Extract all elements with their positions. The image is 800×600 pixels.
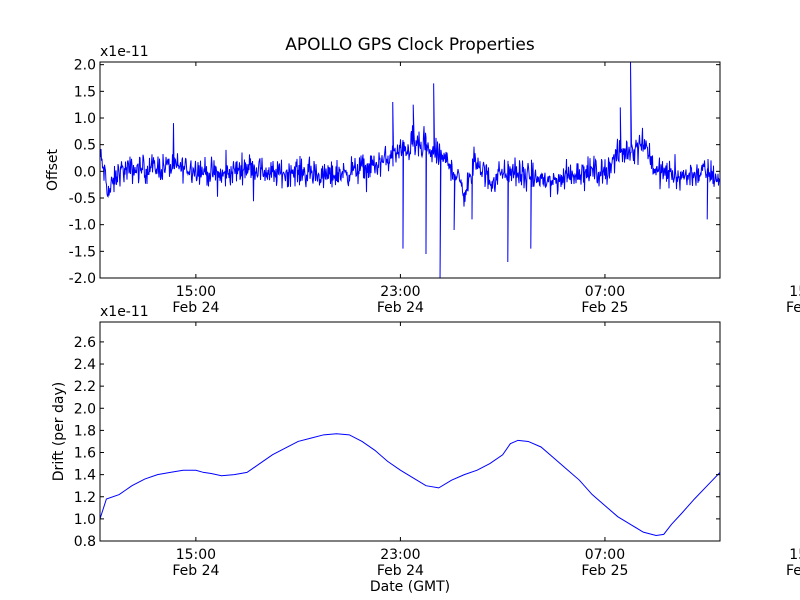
y-tick-label: 1.6 xyxy=(74,446,96,462)
axis-offset-text: x1e-11 xyxy=(100,304,149,320)
x-tick-date-label: Feb 25 xyxy=(786,300,800,316)
offset-panel: -2.0-1.5-1.0-0.50.00.51.01.52.015:00Feb … xyxy=(45,44,800,316)
x-tick-time-label: 15:00 xyxy=(176,284,216,300)
x-tick-date-label: Feb 25 xyxy=(581,563,628,579)
axes-frame xyxy=(99,321,721,542)
x-tick-time-label: 07:00 xyxy=(585,547,625,563)
y-tick-label: -1.0 xyxy=(69,218,96,234)
y-axis-label: Drift (per day) xyxy=(51,382,67,481)
y-tick-label: 1.0 xyxy=(74,512,96,528)
x-tick-date-label: Feb 24 xyxy=(377,563,424,579)
y-tick-label: -1.5 xyxy=(69,244,96,260)
chart-title: APOLLO GPS Clock Properties xyxy=(285,35,535,55)
y-tick-label: -0.5 xyxy=(69,191,96,207)
offset-series-line xyxy=(100,62,720,278)
y-tick-label: 1.4 xyxy=(74,468,96,484)
y-tick-label: 2.4 xyxy=(74,357,96,373)
y-tick-label: 2.6 xyxy=(74,335,96,351)
x-tick-date-label: Feb 24 xyxy=(172,300,219,316)
y-axis-label: Offset xyxy=(45,148,61,191)
y-tick-label: 2.2 xyxy=(74,379,96,395)
y-tick-label: 2.0 xyxy=(74,401,96,417)
x-tick-date-label: Feb 25 xyxy=(786,563,800,579)
y-tick-label: 1.8 xyxy=(74,423,96,439)
x-tick-time-label: 23:00 xyxy=(380,547,420,563)
y-tick-label: 1.5 xyxy=(74,84,96,100)
x-tick-date-label: Feb 24 xyxy=(172,563,219,579)
x-tick-date-label: Feb 24 xyxy=(377,300,424,316)
x-tick-time-label: 07:00 xyxy=(585,284,625,300)
y-tick-label: 0.0 xyxy=(74,164,96,180)
drift-series-line xyxy=(100,433,720,536)
axes-frame xyxy=(99,61,721,279)
x-tick-time-label: 15:00 xyxy=(789,284,800,300)
y-tick-label: -2.0 xyxy=(69,271,96,287)
x-axis-label: Date (GMT) xyxy=(370,579,450,595)
x-tick-time-label: 15:00 xyxy=(789,547,800,563)
y-tick-label: 1.0 xyxy=(74,111,96,127)
y-tick-label: 2.0 xyxy=(74,58,96,74)
x-tick-time-label: 23:00 xyxy=(380,284,420,300)
y-tick-label: 0.5 xyxy=(74,138,96,154)
x-tick-date-label: Feb 25 xyxy=(581,300,628,316)
y-tick-label: 1.2 xyxy=(74,490,96,506)
axis-offset-text: x1e-11 xyxy=(100,44,149,60)
y-tick-label: 0.8 xyxy=(74,534,96,550)
x-tick-time-label: 15:00 xyxy=(176,547,216,563)
